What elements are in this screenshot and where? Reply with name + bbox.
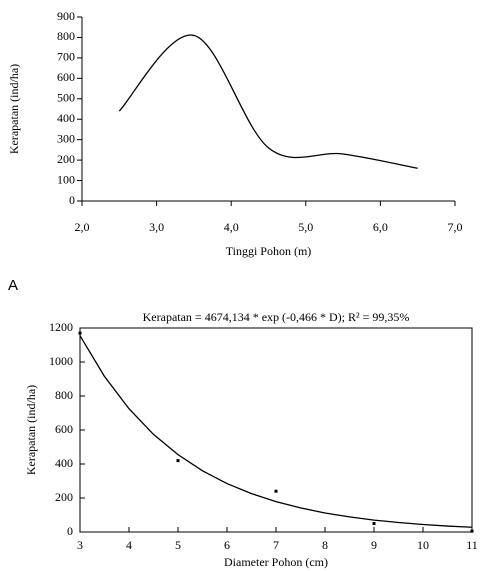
x-tick-label: 11 (466, 538, 478, 552)
x-tick-label: 9 (371, 538, 377, 552)
x-axis-title: Tinggi Pohon (m) (226, 244, 312, 258)
point (372, 522, 376, 525)
y-tick-label: 600 (57, 70, 75, 84)
x-tick-label: 7,0 (448, 220, 463, 234)
y-tick-label: 0 (67, 524, 73, 538)
y-tick-label: 1200 (49, 320, 73, 334)
y-tick-label: 1000 (49, 354, 73, 368)
y-axis-title: Kerapatan (ind/ha) (24, 385, 38, 475)
x-tick-label: 8 (322, 538, 328, 552)
curve (79, 335, 473, 528)
y-axis-title: Kerapatan (ind/ha) (7, 64, 21, 154)
x-tick-label: 5 (175, 538, 181, 552)
y-tick-label: 0 (69, 193, 75, 207)
y-tick-label: 900 (57, 9, 75, 23)
y-tick-label: 400 (55, 456, 73, 470)
x-axis-title: Diameter Pohon (cm) (224, 555, 328, 569)
y-tick-label: 800 (55, 388, 73, 402)
y-tick-label: 400 (57, 111, 75, 125)
chart-title: Kerapatan = 4674,134 * exp (-0,466 * D);… (143, 310, 410, 324)
y-tick-label: 100 (57, 172, 75, 186)
point (274, 489, 278, 493)
y-tick-label: 200 (57, 152, 75, 166)
x-tick-label: 6,0 (373, 220, 388, 234)
y-tick-label: 200 (55, 490, 73, 504)
x-tick-label: 10 (417, 538, 429, 552)
y-tick-label: 500 (57, 91, 75, 105)
x-tick-label: 6 (224, 538, 230, 552)
point (78, 331, 82, 335)
curve (118, 34, 418, 169)
x-tick-label: 7 (273, 538, 279, 552)
x-tick-label: 5,0 (298, 220, 313, 234)
point (470, 529, 474, 533)
point (176, 459, 180, 463)
y-tick-label: 600 (55, 422, 73, 436)
y-tick-label: 700 (57, 50, 75, 64)
x-tick-label: 3,0 (149, 220, 164, 234)
x-tick-label: 4 (126, 538, 132, 552)
x-tick-label: 3 (77, 538, 83, 552)
x-tick-label: 2,0 (75, 220, 90, 234)
x-tick-label: 4,0 (224, 220, 239, 234)
panel-label: A (8, 277, 18, 294)
y-tick-label: 800 (57, 29, 75, 43)
y-tick-label: 300 (57, 131, 75, 145)
